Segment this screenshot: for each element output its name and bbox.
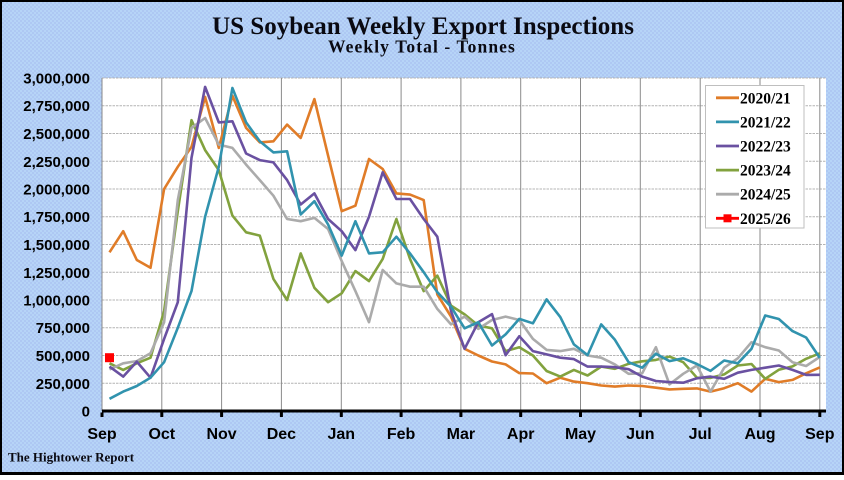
svg-text:Nov: Nov	[206, 426, 236, 443]
svg-text:1,500,000: 1,500,000	[23, 237, 90, 254]
svg-text:0: 0	[82, 404, 90, 421]
svg-text:2020/21: 2020/21	[740, 90, 791, 107]
svg-text:1,000,000: 1,000,000	[23, 293, 90, 310]
svg-text:750,000: 750,000	[36, 320, 90, 337]
svg-text:2,250,000: 2,250,000	[23, 154, 90, 171]
svg-text:2024/25: 2024/25	[740, 187, 791, 204]
svg-text:Jan: Jan	[328, 426, 356, 443]
svg-text:2021/22: 2021/22	[740, 114, 791, 131]
svg-text:Apr: Apr	[507, 426, 535, 443]
svg-text:500,000: 500,000	[36, 348, 90, 365]
svg-text:Oct: Oct	[148, 426, 175, 443]
svg-text:Jun: Jun	[626, 426, 654, 443]
svg-text:Weekly Total - Tonnes: Weekly Total - Tonnes	[328, 37, 516, 57]
svg-text:2023/24: 2023/24	[740, 163, 791, 180]
svg-text:May: May	[565, 426, 596, 443]
svg-text:2,750,000: 2,750,000	[23, 98, 90, 115]
svg-text:Dec: Dec	[267, 426, 296, 443]
svg-text:1,250,000: 1,250,000	[23, 265, 90, 282]
svg-text:Feb: Feb	[387, 426, 416, 443]
svg-text:Jul: Jul	[689, 426, 712, 443]
svg-text:Aug: Aug	[744, 426, 775, 443]
svg-text:2025/26: 2025/26	[740, 211, 791, 228]
svg-text:Sep: Sep	[805, 426, 835, 443]
svg-text:2022/23: 2022/23	[740, 139, 791, 156]
svg-text:250,000: 250,000	[36, 376, 90, 393]
svg-text:1,750,000: 1,750,000	[23, 209, 90, 226]
svg-text:Mar: Mar	[447, 426, 475, 443]
svg-text:3,000,000: 3,000,000	[23, 71, 90, 88]
svg-text:The Hightower Report: The Hightower Report	[8, 450, 135, 465]
svg-text:2,000,000: 2,000,000	[23, 182, 90, 199]
svg-text:US Soybean Weekly Export Inspe: US Soybean Weekly Export Inspections	[212, 13, 634, 40]
svg-text:Sep: Sep	[87, 426, 117, 443]
svg-text:2,500,000: 2,500,000	[23, 126, 90, 143]
